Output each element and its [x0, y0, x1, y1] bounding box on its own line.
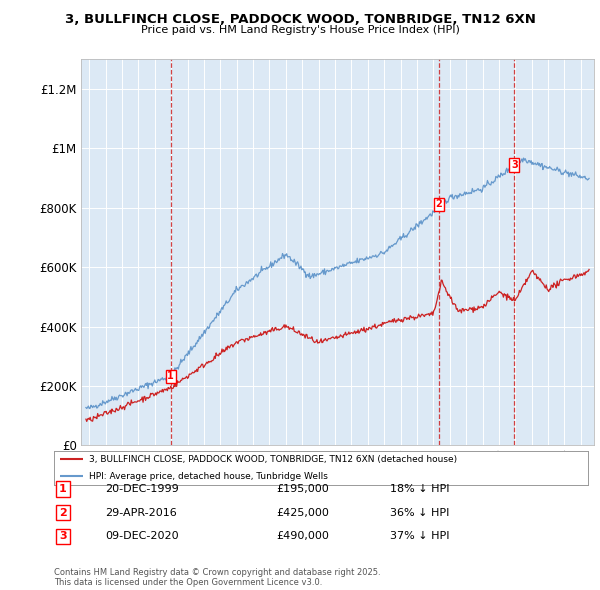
Text: Contains HM Land Registry data © Crown copyright and database right 2025.
This d: Contains HM Land Registry data © Crown c…	[54, 568, 380, 587]
Text: £490,000: £490,000	[276, 532, 329, 541]
Text: 29-APR-2016: 29-APR-2016	[105, 508, 177, 517]
Text: 20-DEC-1999: 20-DEC-1999	[105, 484, 179, 494]
Text: 3, BULLFINCH CLOSE, PADDOCK WOOD, TONBRIDGE, TN12 6XN: 3, BULLFINCH CLOSE, PADDOCK WOOD, TONBRI…	[65, 13, 535, 26]
Text: 3: 3	[59, 532, 67, 541]
Text: HPI: Average price, detached house, Tunbridge Wells: HPI: Average price, detached house, Tunb…	[89, 472, 328, 481]
Text: 36% ↓ HPI: 36% ↓ HPI	[390, 508, 449, 517]
Text: 37% ↓ HPI: 37% ↓ HPI	[390, 532, 449, 541]
Text: 1: 1	[59, 484, 67, 494]
Text: 2: 2	[59, 508, 67, 517]
Text: 3, BULLFINCH CLOSE, PADDOCK WOOD, TONBRIDGE, TN12 6XN (detached house): 3, BULLFINCH CLOSE, PADDOCK WOOD, TONBRI…	[89, 455, 457, 464]
Text: Price paid vs. HM Land Registry's House Price Index (HPI): Price paid vs. HM Land Registry's House …	[140, 25, 460, 35]
Text: 3: 3	[511, 160, 518, 170]
Text: 18% ↓ HPI: 18% ↓ HPI	[390, 484, 449, 494]
Text: £425,000: £425,000	[276, 508, 329, 517]
Text: £195,000: £195,000	[276, 484, 329, 494]
Text: 2: 2	[436, 199, 442, 209]
Text: 1: 1	[167, 371, 174, 381]
Text: 09-DEC-2020: 09-DEC-2020	[105, 532, 179, 541]
